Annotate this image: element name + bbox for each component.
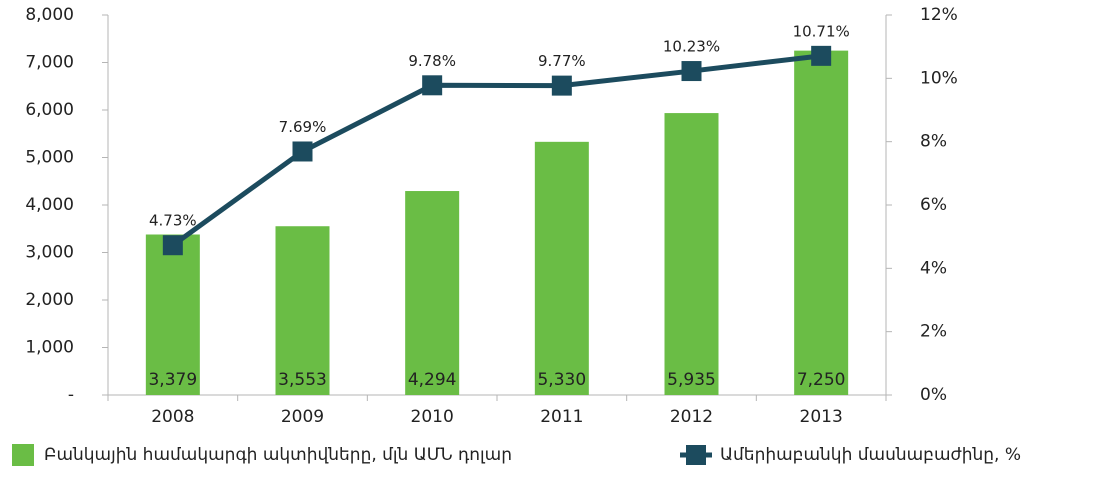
x-tick-label: 2009: [281, 407, 324, 427]
line-label: 10.23%: [663, 38, 720, 56]
bar-label: 5,330: [537, 370, 586, 390]
x-tick-label: 2010: [411, 407, 454, 427]
line-label: 4.73%: [149, 212, 197, 230]
line-label: 10.71%: [793, 22, 850, 40]
y-tick-label: 5,000: [25, 148, 74, 168]
bar: [664, 113, 719, 396]
y-tick-label: 7,000: [25, 53, 74, 73]
y-tick-label: -: [68, 385, 74, 405]
y2-tick-label: 0%: [920, 385, 947, 405]
line-marker: [681, 61, 702, 82]
y-tick-label: 6,000: [25, 100, 74, 120]
line-label: 9.78%: [408, 52, 456, 70]
bar: [534, 141, 589, 395]
line-marker: [811, 45, 832, 66]
x-tick-label: 2008: [151, 407, 194, 427]
bar: [794, 50, 849, 395]
bar-label: 3,553: [278, 370, 327, 390]
bar-label: 7,250: [797, 370, 846, 390]
y2-tick-label: 4%: [920, 258, 947, 278]
line-label: 9.77%: [538, 52, 586, 70]
y2-tick-label: 6%: [920, 195, 947, 215]
legend-swatch: [12, 444, 34, 466]
legend-label: Ամերիաբանկի մասնաբաժինը, %: [720, 445, 1021, 465]
x-tick-label: 2012: [670, 407, 713, 427]
bar: [145, 234, 200, 395]
y2-tick-label: 10%: [920, 68, 958, 88]
legend-swatch: [686, 445, 706, 465]
y-tick-label: 8,000: [25, 5, 74, 25]
x-tick-label: 2011: [540, 407, 583, 427]
y-tick-label: 3,000: [25, 243, 74, 263]
line-marker: [162, 235, 183, 256]
y-tick-label: 2,000: [25, 290, 74, 310]
bar-label: 4,294: [408, 370, 457, 390]
line-marker: [292, 141, 313, 162]
y2-tick-label: 8%: [920, 132, 947, 152]
line: [171, 53, 822, 248]
y2-tick-label: 2%: [920, 322, 947, 342]
bar-label: 5,935: [667, 370, 716, 390]
bar: [405, 191, 460, 395]
line-marker: [551, 75, 572, 96]
y-tick-label: 1,000: [25, 338, 74, 358]
line-marker: [422, 75, 443, 96]
y-tick-label: 4,000: [25, 195, 74, 215]
y2-tick-label: 12%: [920, 5, 958, 25]
line-label: 7.69%: [279, 118, 327, 136]
bar-label: 3,379: [148, 370, 197, 390]
bar: [275, 226, 330, 395]
legend-label: Բանկային համակարգի ակտիվները, մլն ԱՄՆ դո…: [44, 445, 512, 465]
x-tick-label: 2013: [800, 407, 843, 427]
